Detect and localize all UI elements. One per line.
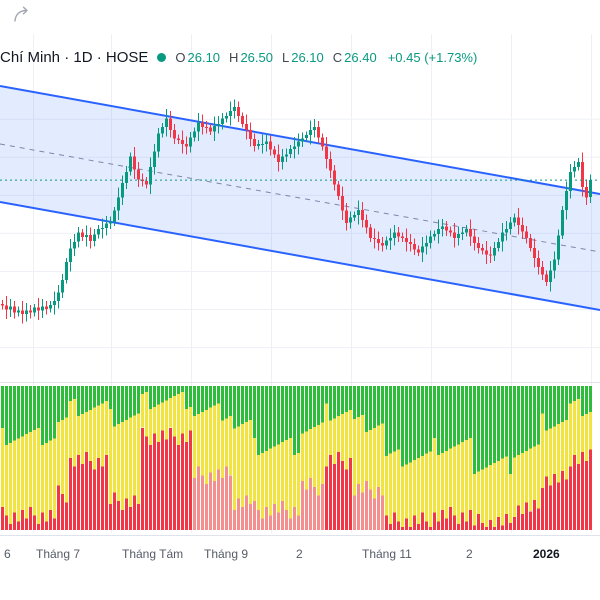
legend-low-label: L [281,50,290,65]
legend-low: L 26.10 [282,50,324,65]
x-axis-label: 2 [296,547,303,561]
legend-low-value: 26.10 [291,50,324,65]
legend-close-value: 26.40 [344,50,377,65]
candles-layer [1,99,592,324]
legend-close-label: C [332,50,343,65]
curved-arrow-icon[interactable] [12,5,32,28]
x-axis-label: Tháng 7 [36,547,81,561]
legend-high: H 26.50 [229,50,273,65]
series-marker-dot [157,53,167,62]
stacked-indicator-histogram [1,386,592,530]
legend-open: O 26.10 [175,50,220,65]
x-axis-label: 2 [466,547,473,561]
legend-open-value: 26.10 [187,50,221,65]
legend-close: C 26.40 [333,50,377,65]
x-axis-label: Tháng Tám [122,547,184,561]
legend-high-label: H [229,50,239,65]
legend-high-value: 26.50 [240,50,273,65]
symbol-title[interactable]: Chí Minh · 1D · HOSE [0,49,149,66]
x-axis-label: 6 [4,547,11,561]
legend-change: +0.45 (+1.73%) [387,50,478,65]
x-axis-label: 2026 [533,547,560,561]
legend-open-label: O [175,50,186,65]
x-axis-label: Tháng 11 [362,547,412,561]
regression-channel-drawing[interactable] [0,85,600,311]
chart-legend: Chí Minh · 1D · HOSE O 26.10 H 26.50 L 2… [0,49,477,66]
time-axis[interactable]: 6 Tháng 7 Tháng Tám Tháng 9 2 Tháng 11 2 2026 [0,535,600,576]
x-axis-label: Tháng 9 [204,547,249,561]
